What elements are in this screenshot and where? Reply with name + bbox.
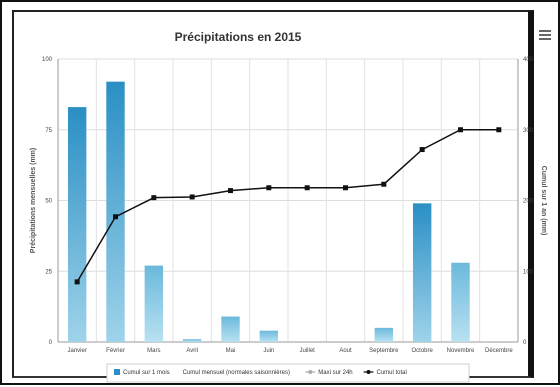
x-tick-label: Mai bbox=[226, 348, 236, 354]
cumul-total-point bbox=[228, 188, 233, 194]
cumul-total-point bbox=[189, 194, 195, 200]
y-left-axis-title: Précipitations mensuelles (mm) bbox=[30, 148, 37, 253]
x-tick-label: Décembre bbox=[485, 348, 513, 354]
cumul-total-point bbox=[419, 147, 425, 153]
y-left-tick-label: 50 bbox=[45, 199, 52, 205]
y-left-tick-label: 75 bbox=[45, 128, 52, 134]
bar-novembre bbox=[451, 262, 470, 342]
y-right-tick-label: 200 bbox=[523, 199, 534, 205]
y-left-tick-label: 100 bbox=[42, 57, 53, 63]
legend-marker-dot bbox=[308, 370, 313, 374]
legend-box bbox=[106, 363, 470, 383]
bar-juin bbox=[259, 330, 279, 342]
x-tick-label: Juillet bbox=[299, 348, 315, 354]
cumul-total-point bbox=[304, 185, 310, 191]
cumul-total-point bbox=[74, 279, 80, 285]
x-tick-label: Avril bbox=[186, 348, 198, 354]
cumul-total-point bbox=[496, 127, 502, 133]
legend-item-label: Maxi sur 24h bbox=[318, 370, 352, 376]
legend-marker-dot bbox=[366, 370, 371, 374]
cumul-total-point bbox=[266, 185, 272, 191]
chart-title: Précipitations en 2015 bbox=[175, 30, 302, 44]
legend-item-label: Cumul sur 1 mois bbox=[123, 370, 170, 376]
x-tick-label: Novembre bbox=[447, 348, 475, 354]
bar-janvier bbox=[67, 107, 87, 342]
y-right-tick-label: 400 bbox=[523, 57, 534, 63]
x-tick-label: Juin bbox=[263, 348, 274, 354]
y-right-axis-title: Cumul sur 1 an (mm) bbox=[540, 166, 547, 236]
bar-septembre bbox=[374, 327, 394, 342]
cumul-total-point bbox=[381, 181, 387, 187]
y-right-tick-label: 300 bbox=[523, 128, 534, 134]
cumul-total-line bbox=[76, 129, 499, 283]
bar-février bbox=[106, 81, 125, 342]
x-tick-label: Mars bbox=[147, 348, 160, 354]
bar-octobre bbox=[412, 203, 432, 342]
bar-avril bbox=[182, 339, 202, 342]
x-tick-label: Septembre bbox=[369, 348, 399, 354]
bar-mars bbox=[144, 265, 164, 342]
bar-mai bbox=[221, 316, 240, 342]
y-left-tick-label: 0 bbox=[49, 340, 53, 346]
cumul-total-point bbox=[113, 214, 118, 220]
cumul-total-point bbox=[151, 195, 157, 201]
y-right-tick-label: 0 bbox=[523, 340, 527, 346]
legend-marker-square bbox=[114, 369, 120, 375]
x-tick-label: Octobre bbox=[411, 348, 433, 354]
cumul-total-point bbox=[343, 185, 348, 191]
legend-item-label: Cumul mensuel (normales saisonnières) bbox=[183, 370, 290, 376]
x-tick-label: Janvier bbox=[67, 348, 86, 354]
x-tick-label: Février bbox=[106, 348, 125, 354]
legend-item-label: Cumul total bbox=[377, 370, 407, 376]
cumul-total-point bbox=[458, 127, 463, 133]
y-left-tick-label: 25 bbox=[45, 269, 52, 275]
x-tick-label: Aout bbox=[339, 348, 352, 354]
y-right-tick-label: 100 bbox=[523, 269, 534, 275]
chart-container bbox=[12, 10, 534, 378]
chart-menu-icon[interactable] bbox=[539, 30, 551, 42]
